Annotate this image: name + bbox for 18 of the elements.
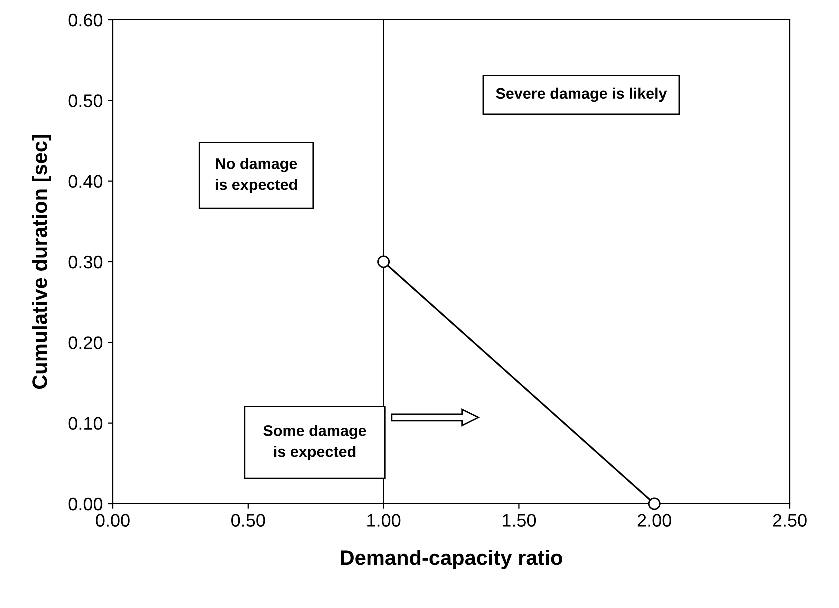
annotation: Some damage is expected [264,425,366,460]
y-tick-label: 0.60 [68,14,103,27]
y-tick-label: 0.20 [68,336,103,350]
x-tick-label: 1.50 [503,514,536,527]
annotation: No damage is expected [216,158,298,194]
annotation: Severe damage is likely [496,88,668,102]
x-axis-title: Demand-capacity ratio [341,550,562,570]
x-tick-label: 0.50 [232,514,266,527]
y-axis-title: Cumulative duration [sec] [32,135,52,390]
x-tick-label: 1.00 [368,514,401,527]
y-tick-label: 0.40 [68,175,103,188]
y-tick-label: 0.50 [68,94,103,108]
x-tick-label: 2.00 [638,514,672,527]
y-tick-label: 0.30 [68,256,103,269]
x-tick-label: 2.50 [773,514,807,527]
y-tick-label: 0.10 [68,417,103,430]
y-tick-label: 0.00 [68,498,103,511]
x-tick-label: 0.00 [96,514,130,527]
